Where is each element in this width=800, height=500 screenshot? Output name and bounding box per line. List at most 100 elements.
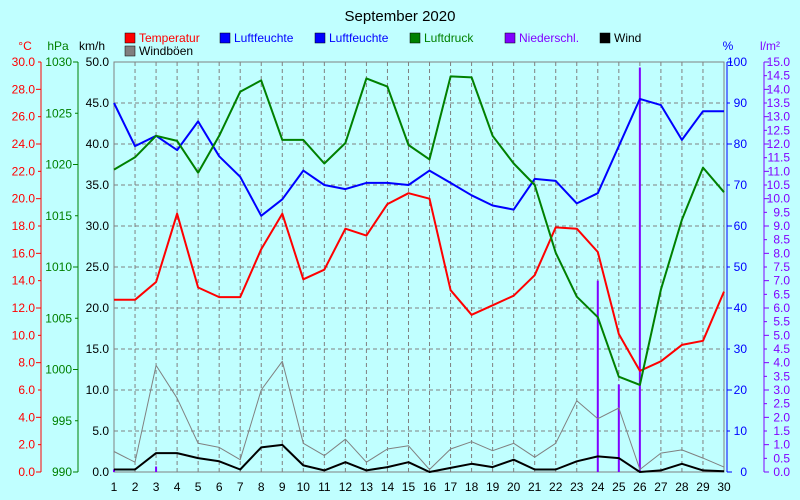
humidity-tick-label: 10 [734,424,748,438]
precip-tick-label: 3.5 [773,369,790,383]
legend-swatch [124,45,136,57]
wind-unit-label: km/h [79,39,105,53]
legend-label: Windböen [139,44,193,58]
temp-tick-label: 24.0 [12,137,36,151]
precip-tick-label: 10.0 [767,192,791,206]
wind-tick-label: 15.0 [86,342,110,356]
precip-tick-label: 6.5 [773,287,790,301]
precip-tick-label: 8.5 [773,233,790,247]
precip-tick-label: 5.5 [773,315,790,329]
precip-tick-label: 0.0 [773,465,790,479]
precip-tick-label: 5.0 [773,328,790,342]
wind-tick-label: 50.0 [86,55,110,69]
x-tick-label: 23 [570,480,584,494]
wind-tick-label: 0.0 [92,465,109,479]
humidity-tick-label: 40 [734,301,748,315]
precip-tick-label: 14.5 [767,69,791,83]
legend-label: Niederschl. [519,31,579,45]
pressure-tick-label: 1025 [45,106,72,120]
wind-tick-label: 10.0 [86,383,110,397]
pressure-tick-label: 1010 [45,260,72,274]
precip-unit-label: l/m² [760,39,780,53]
x-tick-label: 14 [381,480,395,494]
x-tick-label: 2 [132,480,139,494]
precip-tick-label: 0.5 [773,451,790,465]
x-tick-label: 15 [402,480,416,494]
pressure-tick-label: 995 [52,414,72,428]
wind-line [114,443,725,473]
x-tick-label: 3 [153,480,160,494]
temp-tick-label: 14.0 [12,274,36,288]
precip-tick-label: 11.5 [768,151,791,165]
luftfeuchte-line [113,97,724,217]
wind-tick-label: 45.0 [86,96,110,110]
temp-tick-label: 28.0 [12,82,36,96]
x-tick-label: 8 [258,480,265,494]
x-tick-label: 21 [528,480,542,494]
precip-tick-label: 12.0 [767,137,791,151]
x-tick-label: 7 [237,480,244,494]
plot-area: 1 2 3 4 5 6 7 8 9 10 11 12 13 14 15 16 17 18 19 20 21 22 23 24 2… [12,55,791,494]
legend-swatch [504,32,516,44]
temp-tick-label: 18.0 [12,219,36,233]
humidity-tick-label: 50 [734,260,748,274]
x-tick-label: 12 [339,480,353,494]
wind-tick-label: 20.0 [86,301,110,315]
humidity-tick-label: 20 [734,383,748,397]
precip-tick-label: 13.5 [767,96,791,110]
x-tick-label: 26 [633,480,647,494]
wind-tick-label: 30.0 [86,219,110,233]
pressure-tick-label: 1030 [45,55,72,69]
precip-tick-label: 14.0 [767,82,791,96]
temp-tick-label: 12.0 [12,301,36,315]
precip-tick-label: 4.0 [773,356,790,370]
x-tick-label: 30 [717,480,731,494]
x-tick-label: 10 [297,480,311,494]
temp-tick-label: 26.0 [12,110,36,124]
legend-label: Luftfeuchte [234,31,294,45]
humidity-tick-label: 90 [734,96,748,110]
wind-tick-label: 40.0 [86,137,110,151]
x-tick-label: 25 [612,480,626,494]
windb-en-line [113,360,725,470]
precip-tick-label: 1.5 [773,424,790,438]
precip-tick-label: 10.5 [767,178,791,192]
humidity-tick-label: 100 [727,55,747,69]
wind-tick-label: 5.0 [92,424,109,438]
x-tick-label: 22 [549,480,563,494]
precip-tick-label: 1.0 [773,438,790,452]
wind-tick-label: 25.0 [86,260,110,274]
temp-unit-label: °C [18,39,32,53]
precip-tick-label: 13.0 [767,110,791,124]
x-tick-label: 24 [591,480,605,494]
humidity-tick-label: 80 [734,137,748,151]
precip-tick-label: 6.0 [773,301,790,315]
pressure-unit-label: hPa [47,39,69,53]
precip-tick-label: 9.5 [773,205,790,219]
legend-label: Temperatur [139,31,200,45]
legend-swatch [124,32,136,44]
temp-tick-label: 10.0 [12,328,36,342]
legend-swatch [409,32,421,44]
pressure-tick-label: 990 [52,465,72,479]
x-tick-label: 18 [465,480,479,494]
temperatur-line [114,192,725,372]
precip-tick-label: 8.0 [773,246,790,260]
humidity-unit-label: % [723,39,734,53]
x-tick-label: 20 [507,480,521,494]
x-tick-label: 1 [111,480,118,494]
precip-tick-label: 2.0 [773,410,790,424]
precip-tick-label: 7.0 [773,274,790,288]
precip-tick-label: 11.0 [768,164,791,178]
x-tick-label: 19 [486,480,500,494]
wind-tick-label: 35.0 [86,178,110,192]
precip-tick-label: 2.5 [773,397,790,411]
legend-swatch [314,32,326,44]
temp-tick-label: 4.0 [18,410,35,424]
temp-tick-label: 6.0 [18,383,35,397]
humidity-tick-label: 30 [734,342,748,356]
humidity-tick-label: 70 [734,178,748,192]
temp-tick-label: 2.0 [18,438,35,452]
temp-tick-label: 20.0 [12,192,36,206]
axis-units: °C hPa km/h% l/m² [18,39,780,53]
